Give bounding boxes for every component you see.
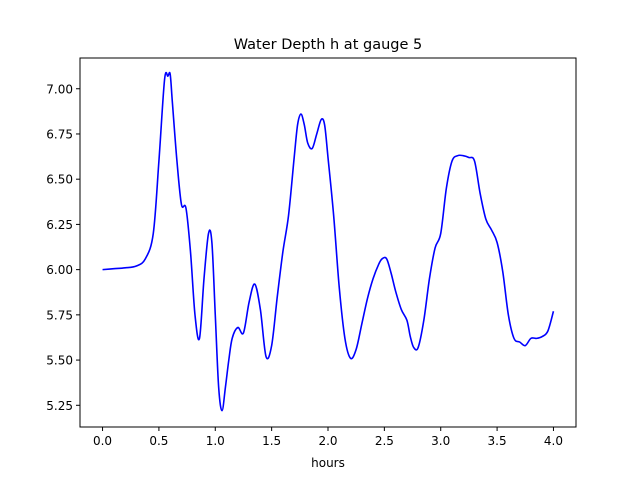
y-axis: 5.25 5.50 5.75 6.00 6.25 6.50 6.75 7.00 [46,82,80,413]
y-tick-label: 5.50 [46,354,73,368]
x-tick-label: 0.0 [93,434,112,448]
x-axis: 0.0 0.5 1.0 1.5 2.0 2.5 3.0 3.5 4.0 [93,427,563,448]
data-lines [103,73,554,411]
x-tick-label: 3.0 [431,434,450,448]
x-tick-label: 1.5 [262,434,281,448]
x-axis-label: hours [311,456,345,470]
x-tick-label: 3.5 [488,434,507,448]
series-line [103,73,554,411]
y-tick-label: 5.25 [46,399,73,413]
x-tick-label: 1.0 [206,434,225,448]
x-tick-label: 0.5 [149,434,168,448]
x-tick-label: 2.0 [318,434,337,448]
x-tick-label: 4.0 [544,434,563,448]
chart-title: Water Depth h at gauge 5 [234,37,422,53]
x-tick-label: 2.5 [375,434,394,448]
plot-frame [80,58,576,427]
y-tick-label: 7.00 [46,82,73,96]
y-tick-label: 5.75 [46,308,73,322]
y-tick-label: 6.25 [46,218,73,232]
y-tick-label: 6.00 [46,263,73,277]
y-tick-label: 6.75 [46,127,73,141]
y-tick-label: 6.50 [46,173,73,187]
